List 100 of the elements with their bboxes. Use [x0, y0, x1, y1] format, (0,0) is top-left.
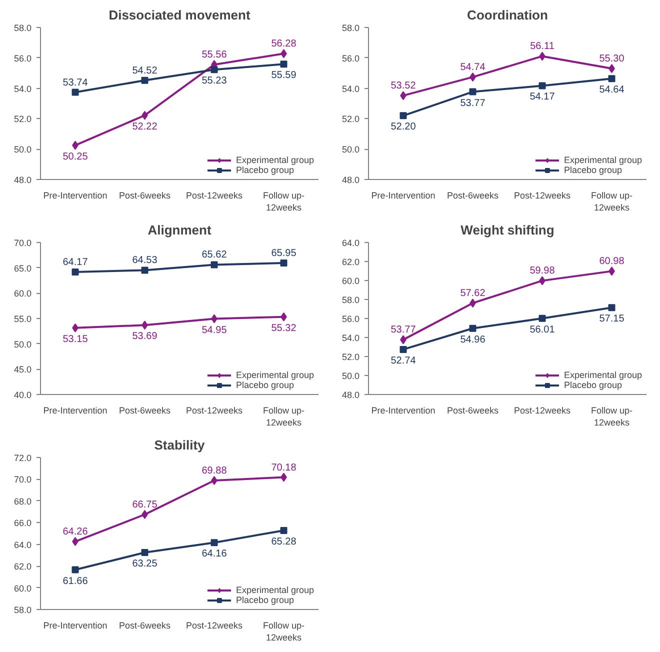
- x-tick-label: Pre-Intervention: [371, 190, 436, 200]
- y-tick-label: 48.0: [342, 390, 360, 400]
- x-tick-label: Follow up-12weeks: [590, 406, 633, 428]
- data-label: 57.62: [460, 288, 486, 300]
- y-tick-label: 50.0: [14, 339, 32, 350]
- data-label: 65.62: [202, 250, 228, 261]
- data-label: 54.95: [202, 324, 228, 336]
- x-tick-label: Pre-Intervention: [43, 406, 108, 416]
- y-tick-label: 40.0: [14, 390, 32, 400]
- y-tick-label: 60.0: [14, 583, 32, 594]
- chart-title: Dissociated movement: [108, 8, 251, 22]
- x-tick-label: Post-12weeks: [514, 406, 572, 416]
- data-label: 54.74: [460, 62, 486, 74]
- y-tick-label: 50.0: [342, 144, 360, 155]
- y-tick-label: 50.0: [14, 144, 32, 155]
- x-tick-label: Follow up-12weeks: [262, 190, 305, 212]
- x-tick-label: Pre-Intervention: [371, 406, 436, 416]
- y-tick-label: 50.0: [342, 371, 360, 381]
- data-label: 52.74: [390, 355, 416, 366]
- y-tick-label: 58.0: [14, 23, 32, 33]
- legend-label: Placebo group: [236, 380, 294, 390]
- y-tick-label: 52.0: [342, 114, 360, 124]
- y-tick-label: 56.0: [342, 314, 360, 324]
- data-label: 53.15: [62, 334, 88, 345]
- x-tick-label: Post-6weeks: [446, 406, 500, 416]
- data-label: 54.96: [460, 334, 486, 346]
- legend-label: Placebo group: [236, 165, 294, 175]
- legend-label: Experimental group: [564, 370, 642, 380]
- y-tick-label: 60.0: [342, 276, 360, 286]
- data-label: 61.66: [62, 576, 88, 587]
- legend-label: Placebo group: [236, 595, 294, 605]
- data-label: 70.18: [271, 462, 297, 474]
- legend-label: Placebo group: [564, 380, 622, 390]
- legend-label: Experimental group: [236, 155, 314, 165]
- y-tick-label: 66.0: [14, 518, 32, 528]
- y-tick-label: 62.0: [342, 257, 360, 267]
- data-label: 52.22: [132, 121, 158, 132]
- y-tick-label: 64.0: [342, 238, 360, 248]
- y-tick-label: 54.0: [342, 84, 360, 94]
- y-tick-label: 68.0: [14, 496, 32, 506]
- data-label: 66.75: [132, 500, 158, 510]
- y-tick-label: 58.0: [14, 605, 32, 615]
- data-label: 54.17: [530, 92, 556, 103]
- chart-title: Alignment: [148, 222, 212, 238]
- legend-label: Experimental group: [236, 585, 314, 595]
- y-tick-label: 62.0: [14, 562, 32, 572]
- chart-title: Coordination: [467, 8, 548, 22]
- y-tick-label: 52.0: [342, 352, 360, 362]
- x-tick-label: Post-12weeks: [186, 620, 244, 630]
- data-label: 53.77: [460, 98, 486, 109]
- data-label: 53.77: [390, 324, 416, 336]
- data-label: 55.32: [271, 322, 297, 334]
- data-label: 55.56: [202, 50, 228, 61]
- y-tick-label: 56.0: [342, 53, 360, 64]
- x-tick-label: Post-12weeks: [514, 190, 572, 200]
- x-tick-label: Post-6weeks: [118, 190, 172, 200]
- chart-title: Stability: [154, 438, 206, 452]
- data-label: 56.11: [530, 41, 555, 52]
- y-tick-label: 45.0: [14, 364, 32, 375]
- x-tick-label: Post-6weeks: [118, 620, 172, 630]
- chart-title: Weight shifting: [460, 222, 554, 238]
- x-tick-label: Pre-Intervention: [43, 620, 108, 630]
- legend-label: Experimental group: [564, 155, 642, 165]
- data-label: 56.01: [530, 324, 556, 336]
- y-tick-label: 70.0: [14, 238, 32, 248]
- y-tick-label: 54.0: [14, 84, 32, 94]
- data-label: 55.30: [599, 54, 625, 65]
- data-label: 50.25: [62, 151, 88, 162]
- data-label: 60.98: [599, 256, 625, 268]
- y-tick-label: 58.0: [342, 23, 360, 33]
- y-tick-label: 55.0: [14, 314, 32, 324]
- data-label: 64.26: [62, 526, 88, 538]
- data-label: 65.28: [271, 536, 297, 548]
- y-tick-label: 54.0: [342, 333, 360, 343]
- x-tick-label: Follow up-12weeks: [262, 406, 305, 428]
- x-tick-label: Post-6weeks: [118, 406, 172, 416]
- data-label: 54.52: [132, 65, 158, 76]
- y-tick-label: 64.0: [14, 540, 32, 550]
- data-label: 59.98: [530, 266, 556, 277]
- legend-label: Experimental group: [236, 370, 314, 380]
- data-label: 52.20: [390, 122, 416, 133]
- data-label: 65.95: [271, 248, 297, 260]
- data-label: 53.74: [62, 77, 88, 88]
- y-tick-label: 60.0: [14, 288, 32, 299]
- x-tick-label: Follow up-12weeks: [262, 620, 305, 642]
- data-label: 63.25: [132, 558, 158, 570]
- data-label: 56.28: [271, 38, 297, 50]
- data-label: 53.52: [390, 80, 416, 92]
- y-tick-label: 72.0: [14, 453, 32, 463]
- data-label: 53.69: [132, 331, 158, 342]
- y-tick-label: 52.0: [14, 114, 32, 124]
- data-label: 64.17: [62, 257, 88, 268]
- y-tick-label: 56.0: [14, 53, 32, 64]
- data-label: 57.15: [599, 314, 625, 325]
- x-tick-label: Post-6weeks: [446, 190, 500, 200]
- data-label: 55.59: [271, 70, 297, 82]
- y-tick-label: 48.0: [14, 175, 32, 185]
- y-tick-label: 65.0: [14, 263, 32, 274]
- x-tick-label: Pre-Intervention: [43, 190, 108, 200]
- data-label: 55.23: [202, 76, 228, 87]
